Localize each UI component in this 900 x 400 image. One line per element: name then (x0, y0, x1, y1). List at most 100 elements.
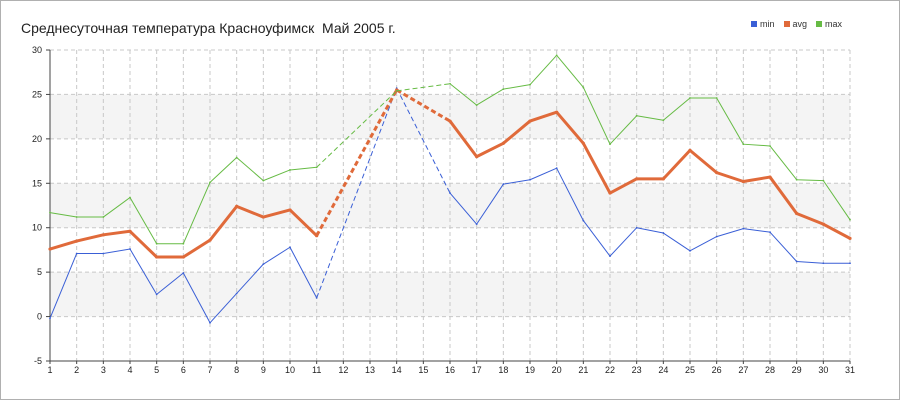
point-avg (715, 171, 719, 175)
point-avg (448, 119, 452, 123)
point-avg (528, 119, 532, 123)
point-min (75, 252, 78, 255)
point-min (689, 249, 691, 252)
legend-item-max: max (816, 17, 842, 31)
x-tick-label: 12 (338, 365, 348, 375)
point-avg (315, 234, 319, 238)
legend: min avg max (751, 17, 842, 31)
x-tick-label: 10 (285, 365, 295, 375)
point-min (449, 192, 451, 194)
x-tick-label: 6 (181, 365, 186, 375)
point-avg (501, 141, 505, 145)
x-tick-label: 24 (658, 365, 668, 375)
point-avg (795, 211, 799, 216)
point-max (449, 82, 451, 85)
series-line-avg (448, 110, 851, 240)
point-max (49, 211, 51, 214)
point-avg (581, 141, 585, 145)
point-min (102, 252, 105, 255)
point-avg (688, 148, 692, 153)
x-tick-label: 23 (632, 365, 642, 375)
point-max (609, 143, 611, 146)
point-min (555, 167, 558, 170)
x-tick-label: 26 (712, 365, 722, 375)
series-gap-min (316, 88, 398, 299)
series-gap-min (396, 87, 451, 194)
point-max (182, 242, 185, 245)
x-tick-label: 17 (472, 365, 482, 375)
legend-swatch-avg (783, 21, 790, 27)
point-max (155, 242, 158, 245)
point-min (129, 248, 131, 250)
point-avg (208, 238, 212, 242)
x-tick-label: 30 (818, 365, 828, 375)
legend-label-min: min (760, 19, 775, 29)
point-min (609, 255, 611, 258)
x-tick-label: 3 (101, 365, 106, 375)
legend-swatch-min (751, 21, 757, 27)
x-tick-label: 16 (445, 365, 455, 375)
point-max (742, 143, 745, 146)
x-tick-label: 18 (498, 365, 508, 375)
point-min (209, 321, 211, 324)
point-max (849, 218, 851, 221)
point-min (795, 260, 798, 263)
point-min (502, 183, 505, 186)
x-tick-label: 25 (685, 365, 695, 375)
y-tick-label: 25 (32, 89, 42, 99)
series-line-max (449, 54, 851, 220)
point-avg (475, 155, 479, 159)
point-avg (555, 110, 559, 114)
point-min (315, 297, 318, 299)
point-avg (661, 177, 665, 181)
point-min (155, 293, 158, 296)
point-max (75, 216, 78, 218)
point-avg (181, 255, 185, 259)
x-tick-label: 27 (738, 365, 748, 375)
point-avg (848, 236, 852, 240)
y-tick-label: 20 (32, 134, 42, 144)
x-tick-label: 22 (605, 365, 615, 375)
point-avg (741, 179, 745, 184)
series-line-min (449, 167, 850, 264)
series-gap-max (316, 90, 398, 168)
point-min (235, 292, 238, 295)
series-gap-max (396, 83, 451, 92)
point-max (795, 178, 798, 181)
point-max (822, 179, 825, 182)
point-avg (75, 239, 79, 243)
point-avg (768, 175, 772, 179)
point-min (529, 178, 531, 181)
y-tick-label: 10 (32, 223, 42, 233)
point-avg (635, 177, 639, 181)
x-tick-label: 4 (127, 365, 132, 375)
point-max (102, 216, 105, 218)
point-max (689, 97, 691, 99)
point-avg (288, 208, 292, 212)
point-min (262, 263, 265, 266)
point-avg (155, 255, 159, 259)
x-tick-label: 13 (365, 365, 375, 375)
point-min (635, 226, 638, 229)
x-tick-label: 11 (312, 365, 321, 375)
point-min (742, 227, 745, 230)
point-max (395, 89, 398, 92)
x-tick-label: 21 (578, 365, 588, 375)
series-gap-avg (315, 89, 398, 237)
y-tick-label: 30 (32, 45, 42, 55)
legend-swatch-max (816, 21, 823, 27)
point-max (475, 104, 478, 106)
point-max (502, 88, 505, 90)
point-max (769, 145, 771, 147)
point-min (822, 262, 825, 265)
legend-label-max: max (825, 19, 843, 29)
y-tick-label: 0 (37, 312, 42, 322)
point-avg (235, 204, 239, 208)
y-tick-label: -5 (34, 356, 42, 366)
point-min (475, 223, 478, 226)
x-tick-label: 8 (234, 365, 239, 375)
point-avg (821, 222, 825, 226)
legend-item-min: min (751, 17, 775, 31)
